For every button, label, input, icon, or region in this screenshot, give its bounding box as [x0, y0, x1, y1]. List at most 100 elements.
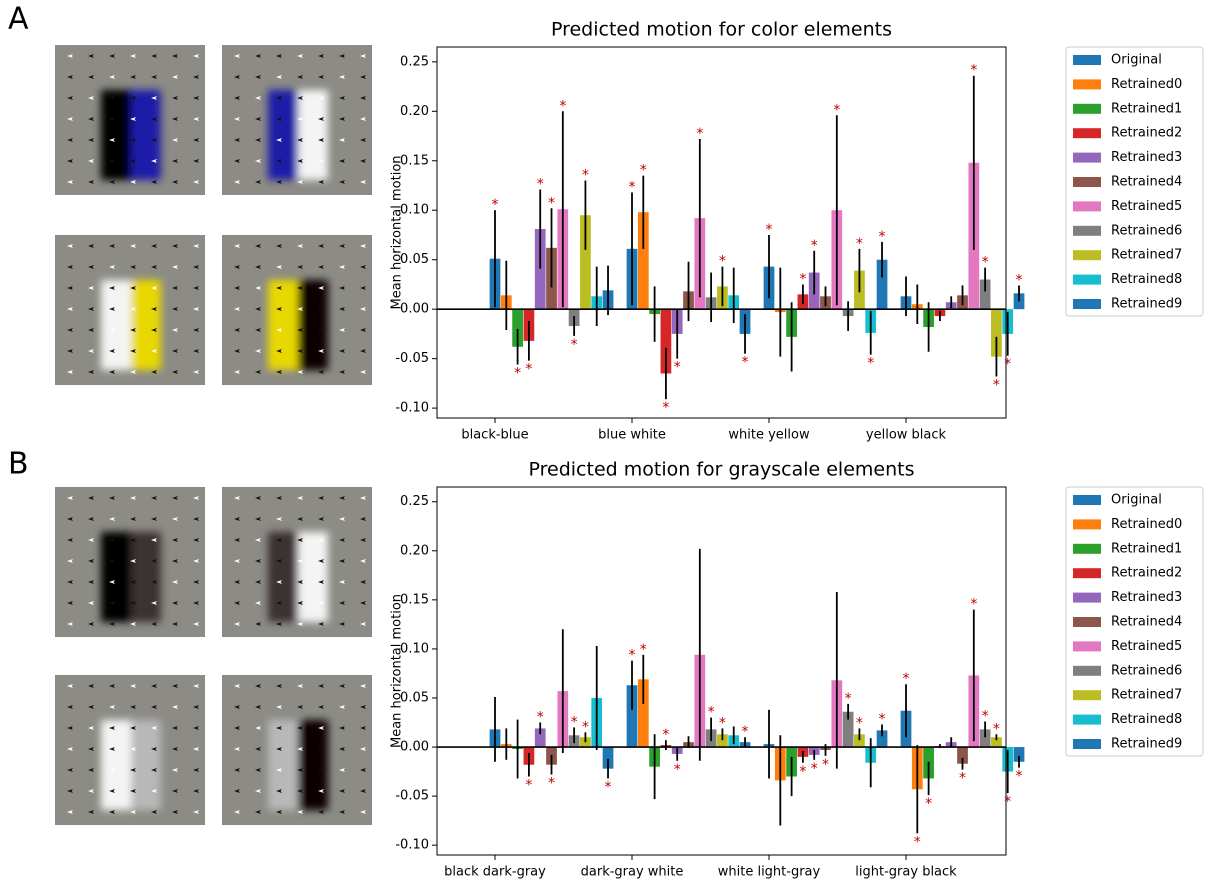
flow-arrow	[88, 286, 94, 290]
flow-arrow	[193, 286, 199, 290]
stimulus-bar	[101, 280, 131, 370]
flow-arrow	[276, 307, 282, 311]
flow-arrow	[297, 559, 303, 563]
significance-marker: *	[662, 400, 669, 416]
legend-label: Retrained1	[1111, 101, 1182, 116]
flow-arrow	[193, 370, 199, 374]
flow-arrow	[318, 559, 324, 563]
legend-label: Retrained7	[1111, 248, 1182, 263]
stimulus-bar	[268, 720, 298, 810]
flow-arrow	[109, 517, 115, 521]
flow-arrow	[297, 138, 303, 142]
flow-arrow	[88, 180, 94, 184]
flow-arrow	[360, 180, 366, 184]
x-tick-label: black-blue	[461, 428, 528, 443]
flow-arrow	[130, 138, 136, 142]
flow-arrow	[172, 684, 178, 688]
legend-label: Retrained1	[1111, 541, 1182, 556]
y-tick-label: 0.00	[400, 740, 429, 755]
flow-arrow	[318, 517, 324, 521]
flow-arrow	[172, 810, 178, 814]
stimulus-bar	[131, 90, 161, 180]
flow-arrow	[130, 517, 136, 521]
flow-arrow	[130, 622, 136, 626]
significance-marker: *	[525, 362, 532, 378]
legend-label: Retrained8	[1111, 712, 1182, 727]
flow-arrow	[151, 726, 157, 730]
significance-marker: *	[571, 714, 578, 730]
bar	[602, 747, 614, 769]
flow-arrow	[297, 580, 303, 584]
significance-marker: *	[492, 197, 499, 213]
flow-arrow	[276, 328, 282, 332]
flow-arrow	[172, 601, 178, 605]
flow-arrow	[339, 726, 345, 730]
flow-arrow	[297, 601, 303, 605]
stimulus-bars	[268, 280, 328, 370]
legend-swatch	[1073, 103, 1101, 114]
flow-arrow	[67, 684, 73, 688]
flow-arrow	[151, 622, 157, 626]
flow-arrow	[109, 726, 115, 730]
flow-arrow	[234, 684, 240, 688]
flow-arrow	[130, 75, 136, 79]
stimulus-bar	[101, 90, 131, 180]
flow-arrow	[67, 349, 73, 353]
y-tick-label: 0.20	[400, 543, 429, 558]
flow-arrow	[297, 768, 303, 772]
flow-arrow	[297, 705, 303, 709]
legend-label: Retrained5	[1111, 199, 1182, 214]
flow-arrow	[130, 789, 136, 793]
flow-arrow	[339, 684, 345, 688]
flow-arrow	[130, 726, 136, 730]
flow-arrow	[193, 810, 199, 814]
flow-arrow	[318, 117, 324, 121]
flow-arrow	[193, 559, 199, 563]
flow-arrow	[360, 747, 366, 751]
significance-marker: *	[537, 710, 544, 726]
chart-title: Predicted motion for grayscale elements	[529, 459, 915, 481]
flow-arrow	[172, 789, 178, 793]
flow-arrow	[276, 580, 282, 584]
flow-arrow	[193, 54, 199, 58]
flow-arrow	[276, 684, 282, 688]
flow-arrow	[88, 601, 94, 605]
significance-marker: *	[548, 195, 555, 211]
flow-arrow	[339, 349, 345, 353]
flow-arrow	[255, 75, 261, 79]
significance-marker: *	[629, 648, 636, 664]
stimulus-bar	[268, 280, 298, 370]
flow-arrow	[255, 159, 261, 163]
significance-marker: *	[811, 238, 818, 254]
flow-arrow	[255, 559, 261, 563]
flow-arrow	[276, 265, 282, 269]
flow-arrow	[172, 265, 178, 269]
flow-arrow	[130, 496, 136, 500]
flow-arrow	[276, 810, 282, 814]
flow-arrow	[193, 684, 199, 688]
stimulus-bar	[131, 532, 161, 622]
stimulus-bar	[298, 532, 328, 622]
significance-marker: *	[719, 254, 726, 270]
flow-arrow	[193, 75, 199, 79]
flow-arrow	[88, 159, 94, 163]
flow-arrow	[339, 180, 345, 184]
stimulus-image	[222, 45, 372, 195]
stimulus-image	[222, 235, 372, 385]
bar	[876, 259, 888, 310]
flow-arrow	[151, 286, 157, 290]
flow-arrow	[88, 265, 94, 269]
flow-arrow	[109, 265, 115, 269]
flow-arrow	[318, 726, 324, 730]
stimulus-bar	[298, 90, 328, 180]
flow-arrow	[255, 705, 261, 709]
flow-arrow	[339, 244, 345, 248]
flow-arrow	[88, 54, 94, 58]
flow-arrow	[172, 705, 178, 709]
bar	[534, 728, 546, 748]
legend-swatch	[1073, 250, 1101, 261]
flow-arrow	[109, 601, 115, 605]
bar	[512, 309, 523, 347]
flow-arrow	[130, 601, 136, 605]
